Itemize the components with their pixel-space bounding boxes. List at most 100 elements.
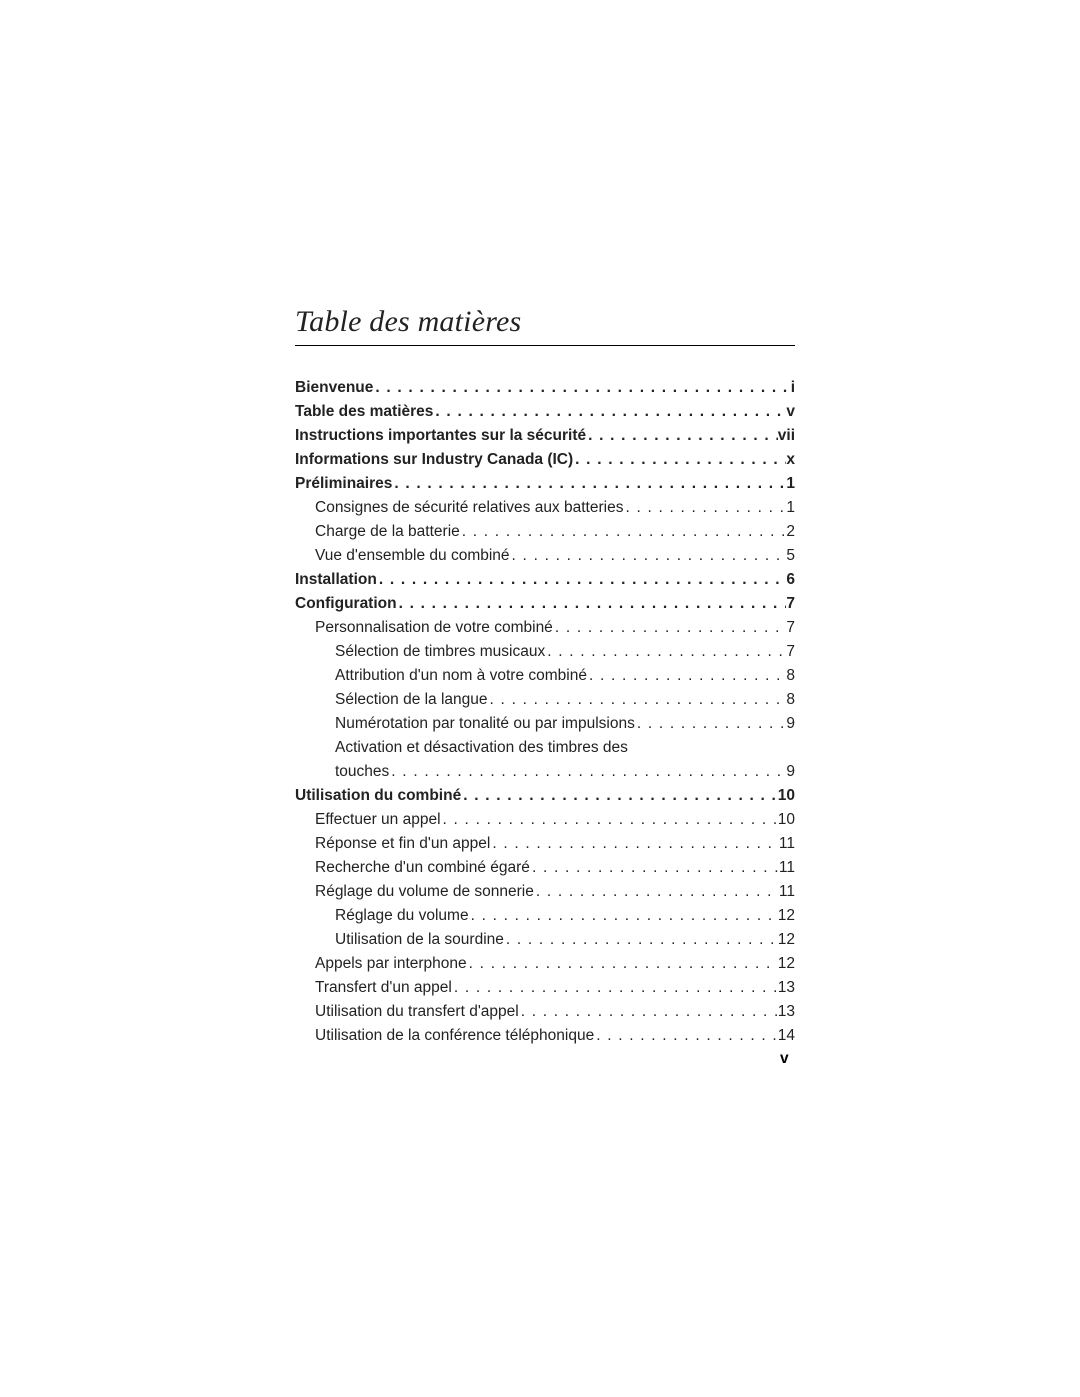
toc-leader-dots bbox=[452, 976, 778, 1000]
toc-leader-dots bbox=[530, 856, 779, 880]
toc-entry: Appels par interphone 12 bbox=[295, 952, 795, 976]
toc-entry-page: 8 bbox=[786, 688, 795, 712]
toc-entry: Effectuer un appel 10 bbox=[295, 808, 795, 832]
toc-entry-page: 7 bbox=[786, 640, 795, 664]
toc-leader-dots bbox=[504, 928, 778, 952]
toc-entry-label: Utilisation de la conférence téléphoniqu… bbox=[315, 1024, 594, 1048]
toc-leader-dots bbox=[389, 760, 786, 784]
toc-leader-dots bbox=[586, 424, 778, 448]
toc-entry: Vue d'ensemble du combiné 5 bbox=[295, 544, 795, 568]
toc-entry: Installation6 bbox=[295, 568, 795, 592]
toc-entry-label: Transfert d'un appel bbox=[315, 976, 452, 1000]
toc-entry-label: Réglage du volume bbox=[335, 904, 469, 928]
toc-entry-label: Personnalisation de votre combiné bbox=[315, 616, 553, 640]
toc-entry-label: Utilisation de la sourdine bbox=[335, 928, 504, 952]
toc-leader-dots bbox=[469, 904, 778, 928]
toc-entry-page: 6 bbox=[786, 568, 795, 592]
toc-leader-dots bbox=[392, 472, 786, 496]
toc-leader-dots bbox=[587, 664, 786, 688]
toc-entry-page: 12 bbox=[778, 952, 795, 976]
toc-entry-page: 1 bbox=[786, 496, 795, 520]
toc-leader-dots bbox=[534, 880, 779, 904]
toc-entry: Attribution d'un nom à votre combiné8 bbox=[295, 664, 795, 688]
toc-entry: Utilisation du combiné 10 bbox=[295, 784, 795, 808]
toc-entry: Transfert d'un appel 13 bbox=[295, 976, 795, 1000]
toc-entry: touches 9 bbox=[295, 760, 795, 784]
toc-entry: Instructions importantes sur la sécurité… bbox=[295, 424, 795, 448]
toc-entry-page: 9 bbox=[786, 712, 795, 736]
toc-leader-dots bbox=[397, 592, 787, 616]
toc-entry-page: 13 bbox=[778, 976, 795, 1000]
toc-entry-page: 12 bbox=[778, 904, 795, 928]
toc-entry-label: Sélection de la langue bbox=[335, 688, 488, 712]
toc-entry-label: Réponse et fin d'un appel bbox=[315, 832, 490, 856]
toc-leader-dots bbox=[441, 808, 778, 832]
toc-entry: Utilisation du transfert d'appel 13 bbox=[295, 1000, 795, 1024]
toc-entry-page: 10 bbox=[778, 784, 795, 808]
toc-entry: Réglage du volume 12 bbox=[295, 904, 795, 928]
toc-entry-label: Préliminaires bbox=[295, 472, 392, 496]
toc-entry-label: Instructions importantes sur la sécurité bbox=[295, 424, 586, 448]
toc-entry-label: Réglage du volume de sonnerie bbox=[315, 880, 534, 904]
toc-entry-page: 12 bbox=[778, 928, 795, 952]
toc-entry-page: x bbox=[786, 448, 795, 472]
toc-leader-dots bbox=[623, 496, 786, 520]
toc-entry-page: i bbox=[791, 376, 795, 400]
toc-entry-page: 1 bbox=[786, 472, 795, 496]
toc-entry-label: Bienvenue bbox=[295, 376, 373, 400]
toc-leader-dots bbox=[377, 568, 787, 592]
toc-entry: Charge de la batterie 2 bbox=[295, 520, 795, 544]
toc-entry: Préliminaires 1 bbox=[295, 472, 795, 496]
toc-entry: Activation et désactivation des timbres … bbox=[295, 736, 795, 760]
toc-entry-page: 14 bbox=[778, 1024, 795, 1048]
toc-entry-label: Effectuer un appel bbox=[315, 808, 441, 832]
toc-leader-dots bbox=[510, 544, 787, 568]
toc-leader-dots bbox=[373, 376, 790, 400]
toc-leader-dots bbox=[635, 712, 787, 736]
toc-entry: Réglage du volume de sonnerie 11 bbox=[295, 880, 795, 904]
toc-leader-dots bbox=[519, 1000, 778, 1024]
toc-entry-label: Utilisation du combiné bbox=[295, 784, 461, 808]
toc-leader-dots bbox=[545, 640, 786, 664]
toc-entry: Table des matièresv bbox=[295, 400, 795, 424]
toc-entry: Sélection de timbres musicaux 7 bbox=[295, 640, 795, 664]
toc-entry-label: Appels par interphone bbox=[315, 952, 467, 976]
toc-entry-page: 5 bbox=[786, 544, 795, 568]
toc-entry-page: 13 bbox=[778, 1000, 795, 1024]
toc-leader-dots bbox=[553, 616, 787, 640]
toc-entry-page: 10 bbox=[778, 808, 795, 832]
toc-page: Table des matières Bienvenue iTable des … bbox=[295, 305, 795, 1048]
toc-entry: Utilisation de la conférence téléphoniqu… bbox=[295, 1024, 795, 1048]
toc-entry-page: 11 bbox=[779, 856, 795, 880]
page-number: v bbox=[780, 1050, 789, 1068]
toc-entry-label: Charge de la batterie bbox=[315, 520, 460, 544]
toc-entry-label: Numérotation par tonalité ou par impulsi… bbox=[335, 712, 635, 736]
toc-list: Bienvenue iTable des matièresvInstructio… bbox=[295, 376, 795, 1048]
toc-entry-label: touches bbox=[335, 760, 389, 784]
toc-entry-label: Recherche d'un combiné égaré bbox=[315, 856, 530, 880]
page-title: Table des matières bbox=[295, 305, 795, 346]
toc-entry-label: Configuration bbox=[295, 592, 397, 616]
toc-entry-page: 7 bbox=[786, 616, 795, 640]
toc-entry-page: 11 bbox=[779, 832, 795, 856]
toc-entry: Consignes de sécurité relatives aux batt… bbox=[295, 496, 795, 520]
toc-entry: Personnalisation de votre combiné 7 bbox=[295, 616, 795, 640]
toc-entry: Informations sur Industry Canada (IC)x bbox=[295, 448, 795, 472]
toc-entry-page: vii bbox=[778, 424, 795, 448]
toc-entry: Numérotation par tonalité ou par impulsi… bbox=[295, 712, 795, 736]
toc-entry-page: v bbox=[786, 400, 795, 424]
toc-leader-dots bbox=[460, 520, 787, 544]
toc-entry-page: 7 bbox=[786, 592, 795, 616]
toc-entry-page: 9 bbox=[786, 760, 795, 784]
toc-entry: Recherche d'un combiné égaré 11 bbox=[295, 856, 795, 880]
toc-leader-dots bbox=[490, 832, 779, 856]
toc-entry-page: 11 bbox=[779, 880, 795, 904]
toc-leader-dots bbox=[573, 448, 786, 472]
toc-leader-dots bbox=[488, 688, 787, 712]
toc-entry-label: Sélection de timbres musicaux bbox=[335, 640, 545, 664]
toc-entry-page: 2 bbox=[786, 520, 795, 544]
toc-leader-dots bbox=[433, 400, 786, 424]
toc-leader-dots bbox=[594, 1024, 778, 1048]
toc-entry-label: Utilisation du transfert d'appel bbox=[315, 1000, 519, 1024]
toc-entry: Utilisation de la sourdine 12 bbox=[295, 928, 795, 952]
